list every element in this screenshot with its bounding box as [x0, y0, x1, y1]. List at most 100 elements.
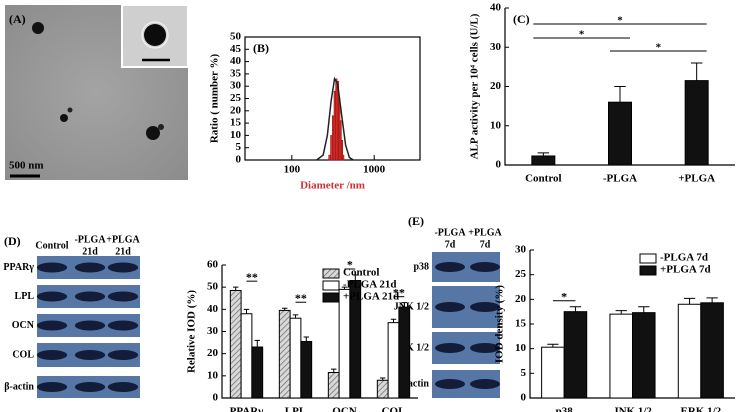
error-bar	[380, 377, 386, 381]
lane-label: 21d	[115, 246, 131, 257]
significance-label: *	[656, 42, 662, 54]
tem-image	[5, 4, 189, 180]
x-tick-label: JNK 1/2	[613, 406, 652, 412]
blot-band	[470, 302, 500, 312]
row-label: PPARγ	[3, 262, 34, 273]
legend-label: -PLGA 21d	[343, 279, 396, 291]
x-tick-label: ERK 1/2	[681, 406, 722, 412]
y-tick-label: 0	[236, 154, 242, 166]
blot-band	[435, 343, 465, 353]
bar	[700, 302, 724, 399]
blot-band	[74, 262, 106, 273]
legend-label: -PLGA 7d	[660, 252, 708, 264]
significance-label: *	[561, 289, 567, 303]
blot-band	[36, 382, 68, 392]
x-tick-label: 1000	[363, 164, 386, 176]
row-label: COL	[12, 349, 34, 360]
y-tick-label: 25	[515, 268, 527, 280]
y-axis-label: Relative IOD (%)	[186, 290, 198, 373]
bar	[608, 101, 632, 166]
fit-curve	[316, 76, 354, 161]
y-tick-label: 35	[230, 67, 242, 79]
panel-label: (D)	[4, 234, 21, 248]
error-bar	[292, 314, 299, 319]
bar	[327, 372, 340, 399]
x-tick-label: p38	[556, 406, 574, 412]
error-bar	[341, 286, 348, 290]
x-tick-label: PPARγ	[230, 406, 264, 412]
error-bar	[233, 286, 239, 291]
panel-label: (E)	[408, 214, 424, 228]
error-bar	[390, 318, 397, 323]
x-axis-label: Diameter /nm	[300, 180, 365, 192]
y-tick-label: 0	[496, 159, 502, 171]
blot-band	[470, 379, 500, 389]
blot-band	[435, 262, 465, 272]
legend-swatch	[639, 253, 657, 264]
histogram-bar	[330, 135, 333, 161]
bar	[338, 288, 351, 399]
x-tick-label: +PLGA	[678, 173, 715, 185]
lane-label: +PLGA	[468, 227, 502, 238]
row-label: LPL	[15, 291, 35, 302]
significance-label: *	[617, 15, 623, 27]
significance-label: **	[295, 291, 307, 305]
blot-band	[36, 320, 68, 331]
bar	[609, 313, 634, 399]
lane-label: 21d	[82, 246, 98, 257]
error-bar	[282, 307, 288, 311]
x-tick-label: OCN	[332, 406, 357, 412]
bar	[541, 346, 565, 399]
error-bar	[706, 297, 718, 303]
legend-swatch	[322, 292, 340, 303]
error-bar	[683, 297, 696, 305]
blot-band	[470, 343, 500, 353]
error-bar	[254, 339, 260, 348]
y-tick-label: 15	[230, 117, 242, 129]
blot-band	[74, 291, 106, 302]
bar	[240, 313, 253, 399]
blot-band	[435, 379, 465, 389]
y-tick-label: 5	[521, 367, 527, 379]
legend-swatch	[322, 280, 340, 291]
bar	[229, 289, 242, 399]
blot-band	[36, 350, 68, 360]
y-tick-label: 20	[490, 80, 502, 92]
y-tick-label: 5	[236, 141, 242, 153]
bar	[563, 311, 588, 399]
panel-label: (A)	[9, 12, 26, 26]
y-tick-label: 15	[515, 318, 527, 330]
blot-band	[107, 262, 139, 273]
y-tick-label: 20	[515, 293, 527, 305]
legend-label: +PLGA 7d	[660, 264, 711, 276]
blot-band	[36, 262, 68, 273]
error-bar	[614, 86, 626, 103]
bar	[376, 379, 389, 399]
row-label: OCN	[12, 320, 35, 331]
bar	[251, 346, 264, 399]
bar	[278, 309, 291, 399]
panel-label: (C)	[513, 12, 530, 26]
y-tick-label: 10	[490, 119, 502, 131]
panel-label: (B)	[253, 41, 269, 55]
blot-band	[107, 291, 139, 302]
y-tick-label: 60	[207, 259, 219, 271]
y-tick-label: 30	[230, 80, 242, 92]
y-tick-label: 10	[515, 342, 527, 354]
error-bar	[547, 343, 559, 348]
significance-label: *	[579, 29, 585, 41]
blot-band	[470, 262, 500, 272]
error-bar	[638, 306, 650, 313]
y-tick-label: 0	[521, 392, 527, 404]
y-tick-label: 20	[230, 104, 242, 116]
bar	[300, 340, 313, 399]
y-tick-label: 0	[213, 392, 219, 404]
bar	[677, 303, 702, 399]
histogram-bar	[332, 115, 335, 161]
row-label: β-actin	[399, 378, 429, 389]
histogram-bar	[341, 140, 343, 161]
histogram-bar	[328, 154, 331, 161]
lane-label: 7d	[480, 239, 491, 250]
blot-band	[107, 350, 139, 360]
